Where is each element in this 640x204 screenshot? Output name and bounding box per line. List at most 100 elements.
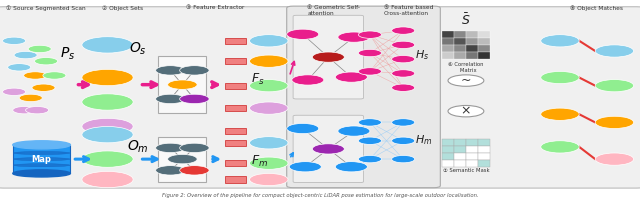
Circle shape — [358, 155, 381, 163]
Circle shape — [541, 35, 579, 47]
Circle shape — [392, 70, 415, 77]
FancyBboxPatch shape — [287, 6, 440, 188]
Bar — [442, 52, 454, 59]
Bar — [225, 176, 246, 183]
Circle shape — [292, 75, 324, 85]
Circle shape — [392, 155, 415, 163]
Circle shape — [82, 69, 133, 86]
Circle shape — [289, 162, 321, 172]
Text: $H_s$: $H_s$ — [415, 48, 429, 62]
Text: ⑤ Feature based
Cross-attention: ⑤ Feature based Cross-attention — [384, 5, 433, 16]
Bar — [466, 139, 478, 146]
Circle shape — [358, 119, 381, 126]
Circle shape — [3, 37, 26, 44]
Ellipse shape — [13, 170, 70, 177]
Circle shape — [250, 137, 288, 149]
Bar — [466, 153, 478, 160]
Text: ⑥ Correlation
   Matrix: ⑥ Correlation Matrix — [448, 62, 484, 73]
Circle shape — [180, 66, 209, 75]
Bar — [225, 38, 246, 44]
Circle shape — [312, 52, 344, 62]
Bar — [454, 160, 466, 167]
Bar — [466, 45, 478, 52]
Circle shape — [595, 116, 634, 129]
Bar — [158, 56, 206, 113]
Circle shape — [35, 58, 58, 65]
Bar — [478, 153, 490, 160]
Ellipse shape — [13, 157, 70, 161]
Text: Map: Map — [31, 155, 52, 164]
Bar — [454, 31, 466, 38]
Bar — [454, 146, 466, 153]
Ellipse shape — [13, 141, 70, 149]
Circle shape — [250, 55, 288, 67]
Circle shape — [448, 75, 484, 86]
Text: $F_s$: $F_s$ — [251, 72, 264, 87]
Circle shape — [156, 166, 185, 175]
Circle shape — [287, 123, 319, 134]
Circle shape — [168, 154, 197, 164]
Text: ~: ~ — [461, 74, 471, 87]
Text: $H_m$: $H_m$ — [415, 133, 432, 147]
Bar — [454, 153, 466, 160]
Circle shape — [19, 94, 42, 102]
Circle shape — [156, 66, 185, 75]
Circle shape — [338, 126, 370, 136]
Bar — [478, 38, 490, 45]
Bar — [454, 45, 466, 52]
Circle shape — [358, 137, 381, 144]
Circle shape — [82, 94, 133, 110]
Circle shape — [392, 84, 415, 91]
Circle shape — [14, 51, 37, 59]
Circle shape — [180, 143, 209, 153]
Circle shape — [24, 72, 47, 79]
Bar — [454, 38, 466, 45]
Circle shape — [392, 27, 415, 34]
Circle shape — [3, 88, 26, 95]
Circle shape — [358, 68, 381, 75]
Circle shape — [82, 171, 133, 188]
Bar — [225, 140, 246, 146]
Bar — [158, 137, 206, 182]
Circle shape — [448, 105, 484, 117]
Bar — [466, 52, 478, 59]
Circle shape — [250, 80, 288, 92]
Text: ④ Geometric Self-
attention: ④ Geometric Self- attention — [307, 5, 360, 16]
Bar — [454, 52, 466, 59]
Circle shape — [32, 84, 55, 91]
Bar — [466, 160, 478, 167]
Circle shape — [595, 80, 634, 92]
Bar — [225, 83, 246, 89]
Bar — [442, 31, 454, 38]
Bar — [454, 139, 466, 146]
Circle shape — [392, 137, 415, 144]
Bar — [442, 146, 454, 153]
Circle shape — [43, 72, 66, 79]
Bar — [466, 38, 478, 45]
Circle shape — [156, 143, 185, 153]
Ellipse shape — [13, 151, 70, 155]
Bar — [442, 160, 454, 167]
Circle shape — [82, 37, 133, 53]
Text: $O_m$: $O_m$ — [127, 139, 148, 155]
Text: Figure 2: Overview of the pipeline for compact object-centric LiDAR pose estimat: Figure 2: Overview of the pipeline for c… — [162, 193, 478, 198]
FancyBboxPatch shape — [293, 115, 364, 183]
Text: ⑧ Object Matches: ⑧ Object Matches — [570, 5, 623, 11]
Circle shape — [335, 162, 367, 172]
Bar — [225, 128, 246, 134]
Bar — [442, 38, 454, 45]
Bar — [478, 139, 490, 146]
Circle shape — [335, 72, 367, 82]
Circle shape — [595, 45, 634, 57]
Circle shape — [541, 108, 579, 120]
Text: ② Object Sets: ② Object Sets — [102, 5, 143, 11]
Circle shape — [156, 94, 185, 104]
Bar — [225, 105, 246, 111]
Text: ⑦ Semantic Mask: ⑦ Semantic Mask — [443, 168, 489, 173]
Circle shape — [358, 31, 381, 38]
Circle shape — [13, 106, 36, 114]
Circle shape — [392, 41, 415, 49]
Text: $\bar{S}$: $\bar{S}$ — [461, 13, 470, 28]
Bar — [478, 146, 490, 153]
Text: $P_s$: $P_s$ — [60, 46, 75, 62]
